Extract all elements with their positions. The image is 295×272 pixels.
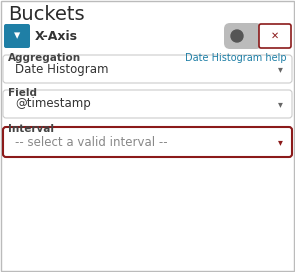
FancyBboxPatch shape <box>259 24 291 48</box>
FancyBboxPatch shape <box>224 23 262 49</box>
Text: ▾: ▾ <box>278 137 283 147</box>
FancyBboxPatch shape <box>3 127 292 157</box>
Text: Buckets: Buckets <box>8 5 85 23</box>
Text: ▾: ▾ <box>278 99 283 109</box>
Text: Date Histogram: Date Histogram <box>15 63 109 76</box>
Text: -- select a valid interval --: -- select a valid interval -- <box>15 135 168 149</box>
Text: Aggregation: Aggregation <box>8 53 81 63</box>
Text: Interval: Interval <box>8 124 54 134</box>
Text: ✕: ✕ <box>271 31 279 41</box>
Text: ▾: ▾ <box>278 64 283 74</box>
Text: X-Axis: X-Axis <box>35 29 78 42</box>
Text: ▾: ▾ <box>14 29 20 42</box>
FancyBboxPatch shape <box>4 24 30 48</box>
Text: Field: Field <box>8 88 37 98</box>
FancyBboxPatch shape <box>3 90 292 118</box>
Text: Date Histogram help: Date Histogram help <box>185 53 287 63</box>
Text: @timestamp: @timestamp <box>15 97 91 110</box>
Circle shape <box>231 30 243 42</box>
FancyBboxPatch shape <box>3 55 292 83</box>
